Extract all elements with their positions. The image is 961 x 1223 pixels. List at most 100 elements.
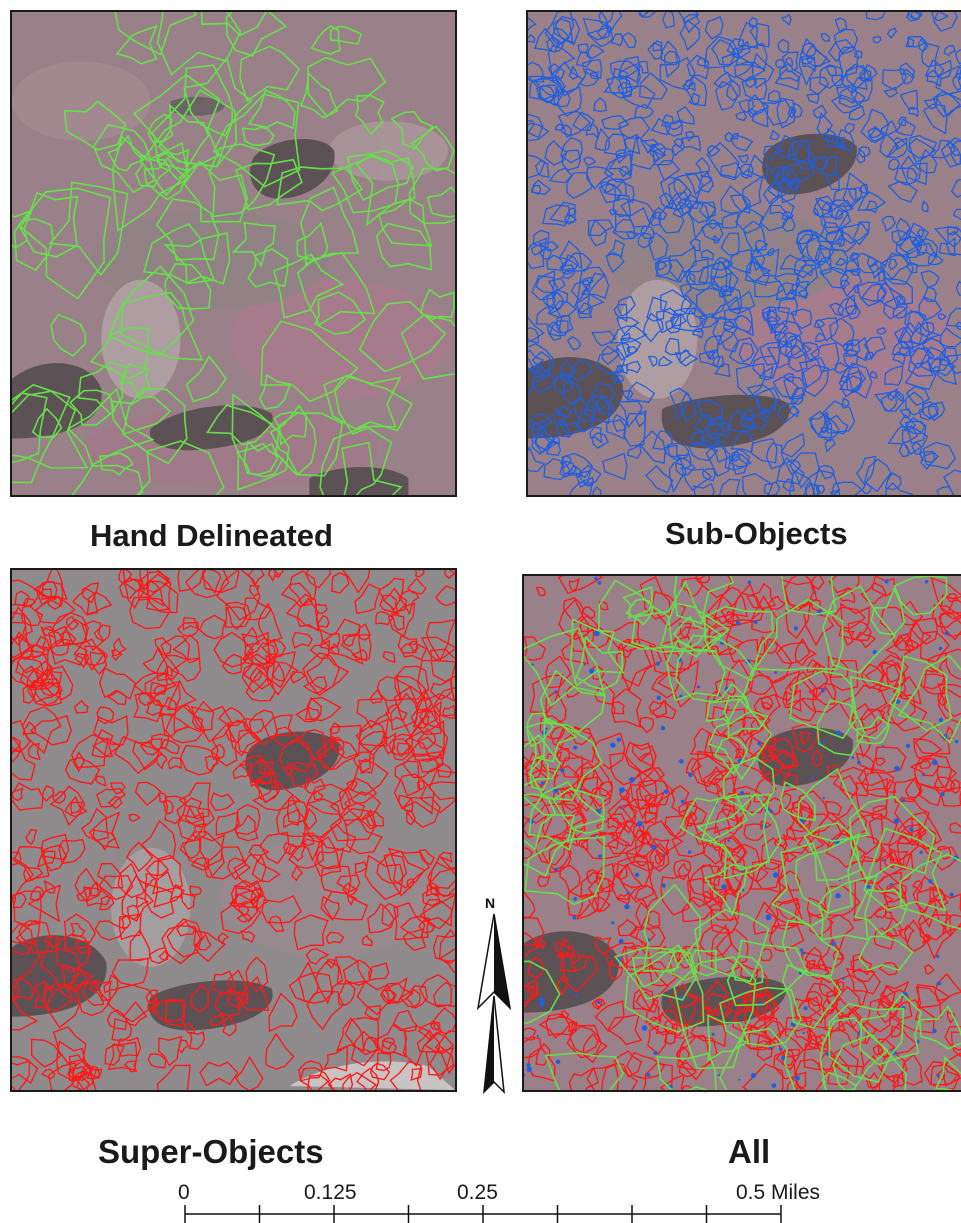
hand-delineated-outline: [208, 143, 276, 218]
super-object-outline: [165, 999, 186, 1023]
sub-object-outline: [614, 181, 635, 203]
sub-object-outline: [863, 336, 886, 361]
super-object-outline: [289, 570, 317, 606]
sub-object-outline: [709, 271, 733, 298]
super-object-outline: [845, 967, 881, 995]
super-object-outline: [128, 813, 142, 822]
sub-object-outline: [818, 266, 849, 289]
sub-object-outline: [778, 176, 799, 204]
sub-object-outline: [834, 257, 846, 267]
super-object-outline: [713, 808, 740, 834]
super-object-outline: [389, 692, 419, 731]
super-object-outline: [251, 895, 269, 910]
sub-object-outline: [744, 260, 771, 287]
sub-object-outline: [909, 827, 914, 832]
sub-object-outline: [738, 342, 755, 364]
sub-object-outline: [714, 422, 729, 439]
super-object-outline: [635, 991, 659, 1013]
sub-object-outline: [884, 364, 904, 386]
super-object-outline: [94, 775, 107, 787]
super-object-outline: [233, 854, 267, 889]
super-object-outline: [678, 945, 692, 961]
super-object-outline: [52, 1026, 87, 1064]
sub-object-outline: [609, 60, 640, 81]
super-object-outline: [90, 881, 103, 897]
super-object-outline: [591, 896, 611, 912]
super-object-outline: [851, 702, 878, 739]
super-object-outline: [399, 984, 428, 1009]
super-object-outline: [317, 614, 330, 629]
sub-object-outline: [841, 64, 871, 95]
hand-delineated-outline: [225, 12, 288, 57]
sub-object-outline: [720, 161, 743, 179]
super-object-outline: [559, 1009, 570, 1019]
sub-object-outline: [855, 455, 877, 486]
super-object-outline: [402, 751, 445, 779]
sub-object-outline: [656, 307, 681, 334]
sub-object-outline: [813, 198, 833, 218]
sub-object-outline: [801, 56, 816, 73]
sub-object-outline: [774, 320, 803, 347]
sub-object-outline: [556, 405, 573, 419]
super-object-outline: [18, 919, 41, 944]
super-object-outline: [743, 823, 766, 842]
sub-object-outline: [606, 239, 626, 258]
sub-object-outline: [954, 49, 961, 65]
sub-object-outline: [776, 403, 800, 424]
super-object-outline: [847, 1007, 862, 1029]
hand-delineated-outline: [400, 313, 455, 380]
super-object-outline: [91, 728, 114, 758]
sub-object-outline: [918, 450, 939, 464]
super-object-outline: [700, 1005, 711, 1017]
sub-object-outline: [846, 375, 863, 393]
super-object-outline: [950, 778, 961, 794]
sub-object-outline: [616, 737, 621, 743]
super-object-outline: [811, 662, 826, 673]
super-object-outline: [572, 725, 592, 746]
sub-object-outline: [686, 272, 696, 286]
sub-object-outline: [592, 486, 602, 495]
sub-object-outline: [892, 137, 907, 151]
super-object-outline: [243, 626, 261, 648]
super-object-outline: [135, 895, 150, 909]
super-object-outline: [831, 606, 867, 630]
super-object-outline: [203, 846, 247, 880]
sub-object-outline: [686, 309, 706, 328]
sub-object-outline: [907, 35, 928, 48]
sub-object-outline: [777, 298, 798, 316]
super-object-outline: [624, 741, 657, 774]
sub-objects-map-panel: [526, 10, 961, 497]
sub-object-outline: [753, 248, 780, 277]
super-object-outline: [632, 987, 655, 1012]
sub-object-outline: [771, 1083, 777, 1088]
sub-object-outline: [924, 579, 929, 584]
super-object-outline: [356, 697, 390, 730]
sub-object-outline: [782, 478, 795, 492]
super-object-outline: [635, 768, 676, 811]
sub-object-outline: [536, 1034, 539, 1038]
super-object-outline: [647, 910, 661, 928]
super-object-outline: [191, 700, 215, 731]
super-object-outline: [248, 584, 260, 597]
sub-object-outline: [829, 317, 855, 347]
sub-object-outline: [679, 19, 701, 51]
super-object-outline: [300, 832, 326, 863]
super-object-outline: [393, 665, 430, 706]
super-object-outline: [178, 782, 211, 820]
super-object-outline: [179, 744, 221, 776]
sub-object-outline: [814, 244, 831, 267]
sub-object-outline: [650, 117, 672, 136]
super-object-outline: [145, 860, 169, 876]
super-object-outline: [184, 1022, 195, 1035]
super-object-outline: [890, 848, 909, 867]
sub-object-outline: [895, 217, 912, 241]
sub-object-outline: [622, 389, 634, 399]
sub-object-outline: [866, 255, 878, 268]
super-object-outline: [199, 1061, 239, 1087]
super-object-outline: [703, 732, 742, 765]
super-object-outline: [88, 811, 121, 849]
super-object-outline: [422, 887, 441, 907]
sub-object-outline: [612, 194, 632, 218]
sub-object-outline: [568, 65, 579, 81]
super-object-outline: [433, 687, 455, 717]
